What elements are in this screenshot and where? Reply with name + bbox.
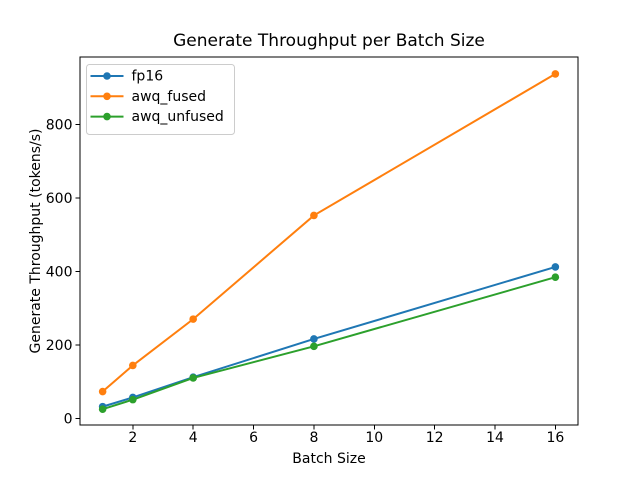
y-tick-label: 600 (46, 191, 73, 207)
x-tick-label: 14 (486, 430, 504, 446)
legend-label-fp16: fp16 (132, 69, 164, 85)
series-layer (98, 70, 560, 413)
data-point-awq_fused-1 (98, 387, 107, 396)
legend-markers (90, 72, 124, 121)
data-point-fp16-8 (310, 335, 318, 343)
ticks-layer: 2 4 6 8 10 12 14 16 0 200 400 600 800 (46, 117, 565, 446)
y-tick-label: 200 (46, 338, 73, 354)
legend-marker-fp16 (103, 72, 111, 80)
legend: fp16 awq_fused awq_unfused (86, 64, 235, 135)
x-tick-label: 8 (309, 430, 318, 446)
x-tick-label: 10 (365, 430, 383, 446)
legend-marker-awq_fused (103, 92, 111, 101)
data-point-fp16-16 (551, 263, 560, 271)
x-tick-label: 12 (426, 430, 444, 446)
x-axis-label: Batch Size (292, 451, 365, 467)
data-point-awq_unfused-4 (189, 374, 197, 382)
plot-area-border (79, 56, 579, 426)
data-point-awq_unfused-2 (129, 395, 137, 404)
x-tick-label: 6 (249, 430, 258, 446)
data-point-awq_fused-16 (551, 70, 560, 78)
y-axis-label: Generate Throughput (tokens/s) (28, 129, 44, 354)
x-tick-label: 2 (128, 430, 137, 446)
data-point-awq_unfused-8 (310, 342, 318, 351)
data-point-awq_fused-4 (189, 315, 197, 323)
y-tick-label: 400 (46, 264, 73, 280)
data-point-awq_unfused-16 (551, 273, 560, 282)
x-tick-label: 16 (546, 430, 564, 446)
y-tick-label: 800 (46, 117, 73, 133)
legend-label-awq-fused: awq_fused (132, 89, 207, 105)
x-tick-label: 4 (189, 430, 198, 446)
data-point-awq_fused-8 (310, 211, 318, 220)
legend-marker-awq_unfused (103, 112, 111, 121)
data-point-awq_fused-2 (129, 361, 137, 370)
y-tick-label: 0 (64, 411, 73, 427)
chart-title: Generate Throughput per Batch Size (173, 31, 485, 51)
legend-label-awq-unfused: awq_unfused (132, 109, 224, 125)
series-line-awq_unfused (101, 276, 557, 411)
data-point-awq_unfused-1 (98, 405, 107, 413)
